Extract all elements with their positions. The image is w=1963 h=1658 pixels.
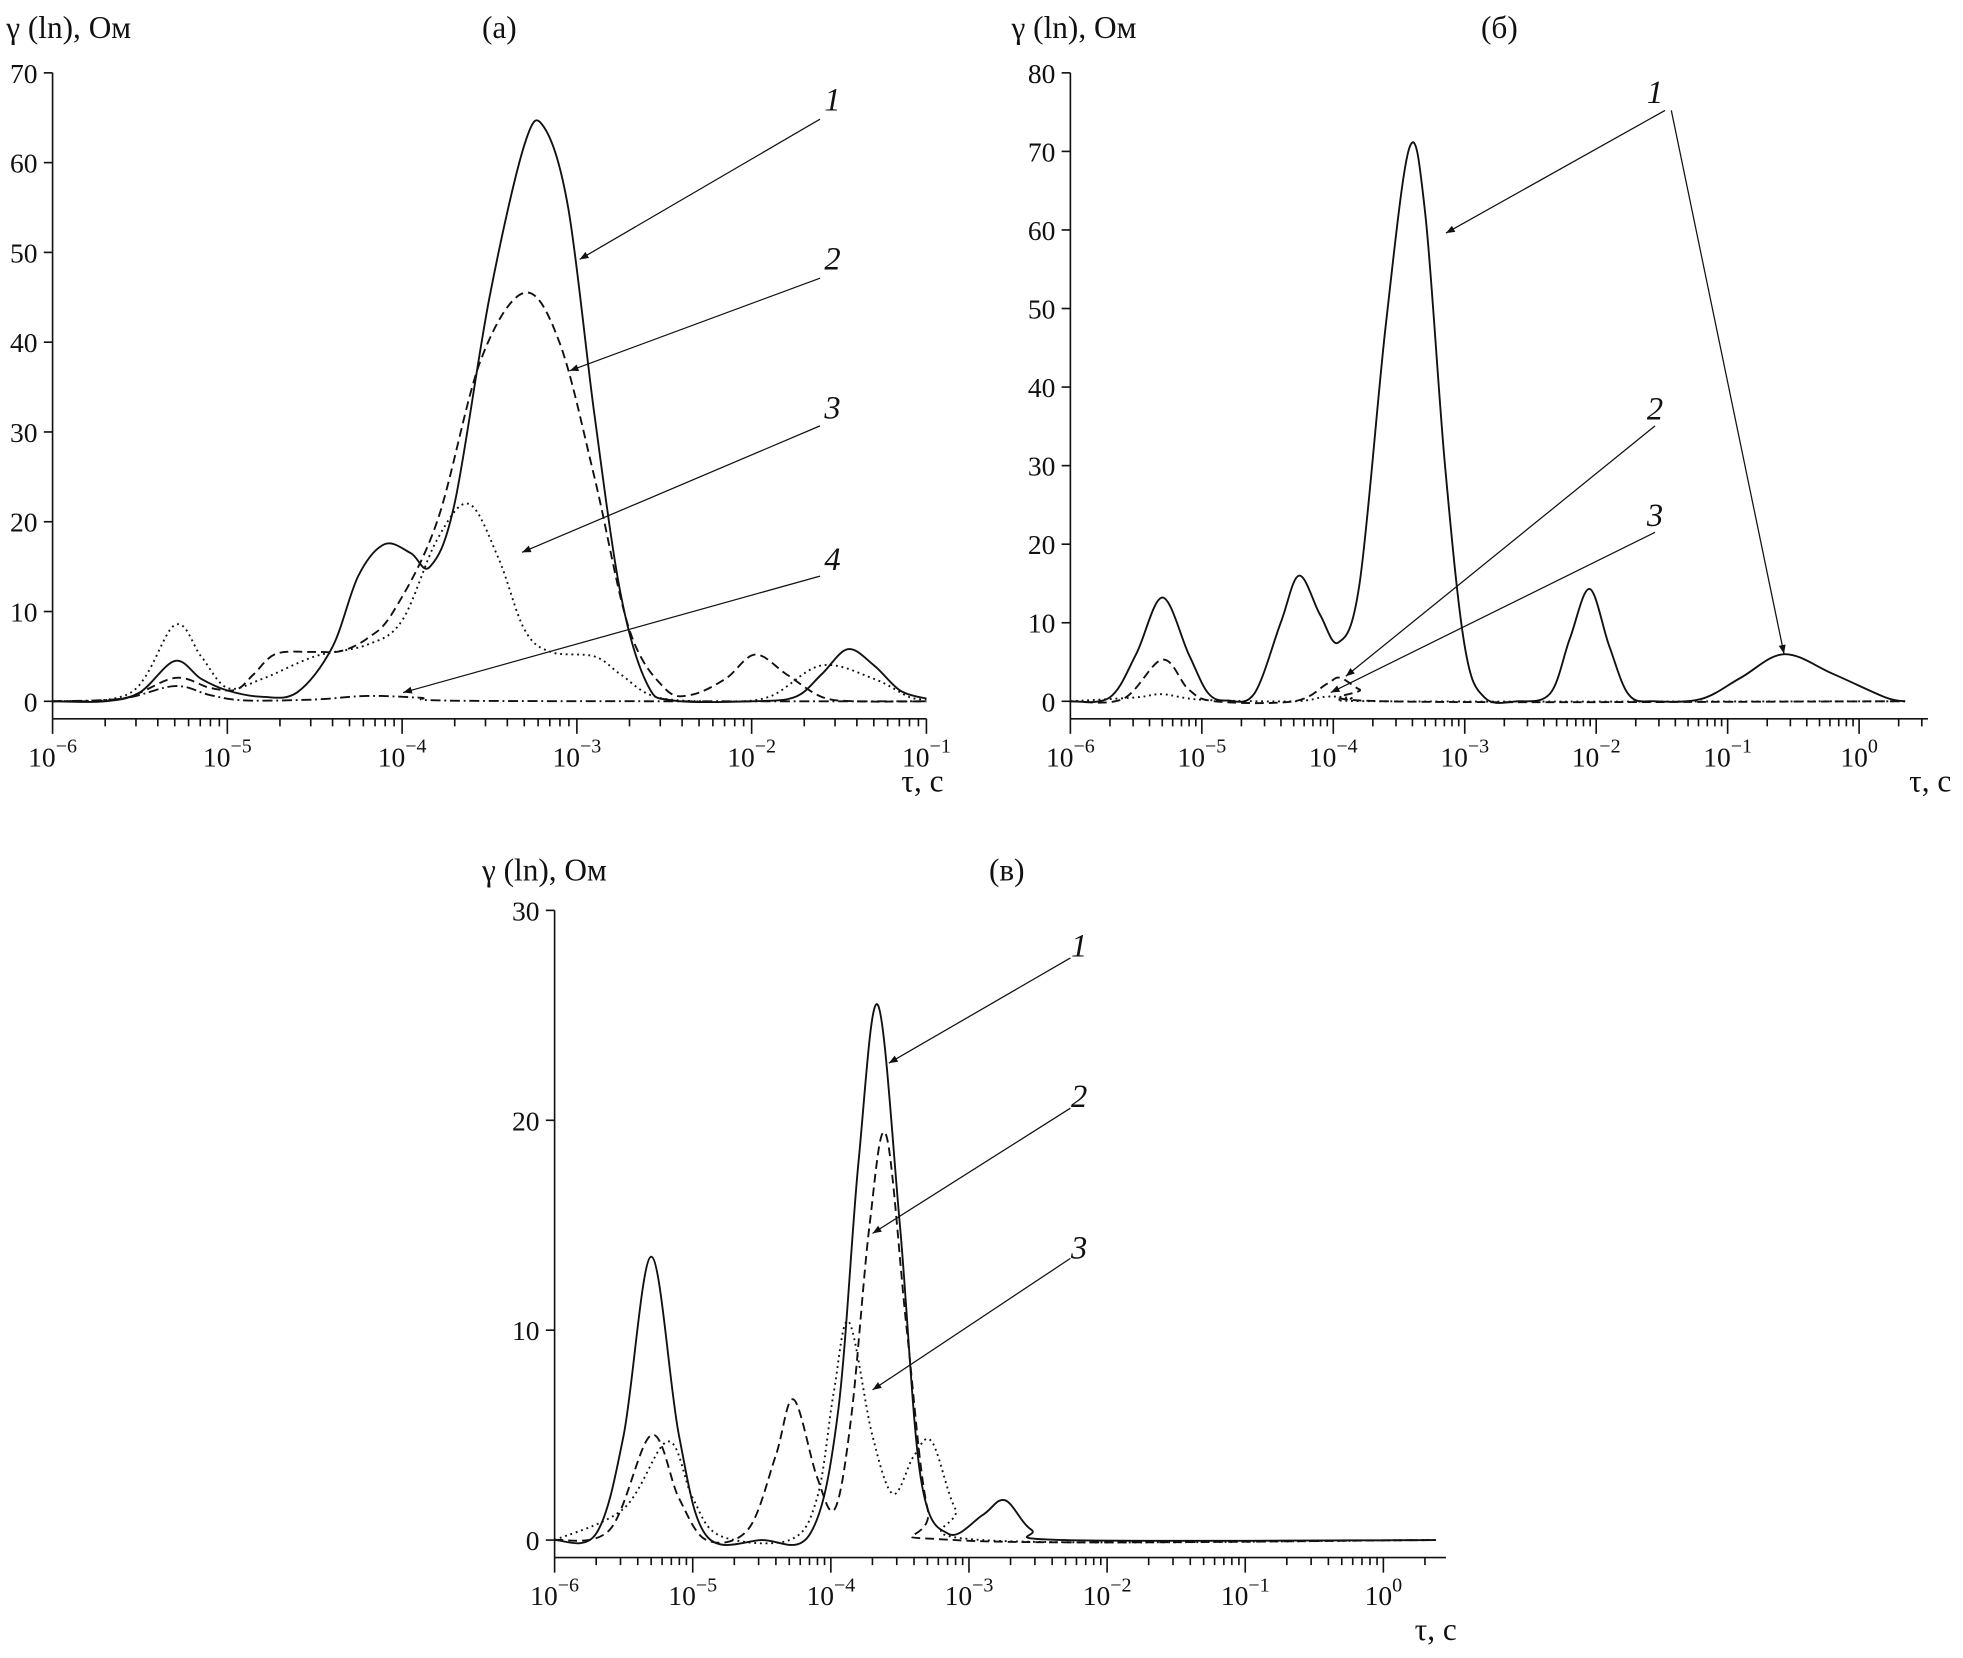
y-tick-label: 20: [1028, 529, 1056, 560]
x-tick-label: 10−5: [203, 736, 252, 773]
y-tick-label: 20: [512, 1105, 540, 1136]
panel-label: (a): [482, 10, 517, 45]
y-tick-label: 0: [1042, 686, 1056, 717]
x-tick-label: 10−4: [378, 736, 427, 773]
x-tick-label: 10−3: [945, 1574, 994, 1611]
annotation-arrow: [1445, 109, 1666, 234]
curve-number-label: 4: [824, 542, 840, 578]
panel-label: (б): [1481, 10, 1518, 45]
series-line-4: [52, 685, 927, 703]
curve-number-label: 2: [824, 241, 840, 277]
y-tick-label: 40: [10, 327, 38, 358]
series-line-2: [1070, 658, 1906, 705]
x-tick-label: 10−1: [902, 736, 951, 773]
x-tick-label: 10−4: [806, 1574, 855, 1611]
x-tick-label: 10−6: [28, 736, 77, 773]
annotation-arrow: [402, 575, 821, 694]
annotation-arrow: [1330, 531, 1656, 694]
y-axis-label: γ (ln), Ом: [481, 852, 607, 887]
y-tick-label: 50: [10, 237, 38, 268]
curve-number-label: 2: [1647, 392, 1663, 428]
y-tick-label: 70: [1028, 136, 1056, 167]
y-tick-label: 20: [10, 507, 38, 538]
y-tick-label: 50: [1028, 294, 1056, 325]
x-tick-label: 10−6: [1046, 736, 1095, 773]
curve-number-label: 1: [824, 82, 840, 118]
x-tick-label: 10−3: [552, 736, 601, 773]
y-tick-label: 10: [1028, 608, 1056, 639]
y-tick-label: 30: [1028, 451, 1056, 482]
annotation-arrow: [579, 118, 821, 260]
y-tick-label: 30: [10, 417, 38, 448]
curve-number-label: 1: [1071, 929, 1087, 965]
curve-number-label: 3: [1646, 498, 1663, 534]
series-line-3: [52, 502, 927, 703]
chart-panel-3: 0 10 20 30 10−6 10−5 10−4 10−3 10−2 10−1 100 γ (ln)…: [481, 852, 1457, 1647]
curve-number-label: 3: [1070, 1230, 1087, 1266]
y-axis-label: γ (ln), Ом: [5, 10, 131, 45]
series-line-1: [554, 1003, 1436, 1546]
x-tick-label: 10−5: [668, 1574, 717, 1611]
x-tick-label: 10−1: [1221, 1574, 1270, 1611]
curve-number-label: 3: [823, 390, 840, 426]
chart-panel-1: 0 10 20 30 40 50 60 70 10−6 10−5 10−4 10−3 10−2 10−1 γ…: [5, 10, 951, 799]
y-tick-label: 0: [24, 686, 38, 717]
curve-number-label: 1: [1647, 75, 1663, 111]
series-line-1: [1070, 141, 1906, 704]
series-line-2: [52, 291, 927, 703]
annotation-arrow: [872, 1257, 1071, 1391]
y-tick-label: 10: [512, 1315, 540, 1346]
x-axis-label: τ, с: [1909, 763, 1951, 798]
x-tick-label: 10−6: [530, 1574, 579, 1611]
annotation-arrow: [569, 277, 821, 372]
chart-panel-2: 0 10 20 30 40 50 60 70 80 10−6 10−5 10−4 10−3 10−2 10−…: [1011, 10, 1952, 799]
y-tick-label: 10: [10, 597, 38, 628]
x-tick-label: 10−4: [1309, 736, 1358, 773]
x-tick-label: 100: [1840, 736, 1878, 773]
x-tick-label: 100: [1365, 1574, 1403, 1611]
series-line-3: [554, 1320, 1436, 1545]
y-tick-label: 70: [10, 58, 38, 89]
x-tick-label: 10−3: [1440, 736, 1489, 773]
y-tick-label: 60: [1028, 215, 1056, 246]
x-tick-label: 10−5: [1177, 736, 1226, 773]
y-tick-label: 30: [512, 895, 540, 926]
x-tick-label: 10−2: [1083, 1574, 1132, 1611]
x-tick-label: 10−1: [1703, 736, 1752, 773]
x-tick-label: 10−2: [727, 736, 776, 773]
annotation-arrow: [872, 1107, 1071, 1234]
y-tick-label: 80: [1028, 58, 1056, 89]
y-axis-label: γ (ln), Ом: [1011, 10, 1137, 45]
y-tick-label: 0: [526, 1525, 540, 1556]
x-axis-label: τ, с: [901, 763, 943, 798]
y-tick-label: 40: [1028, 372, 1056, 403]
annotation-arrow: [521, 425, 821, 553]
annotation-arrow: [1670, 110, 1786, 654]
annotation-arrow: [1345, 425, 1656, 677]
panel-label: (в): [989, 852, 1025, 887]
curve-number-label: 2: [1071, 1079, 1087, 1115]
y-tick-label: 60: [10, 148, 38, 179]
x-axis-label: τ, с: [1415, 1612, 1457, 1647]
x-tick-label: 10−2: [1572, 736, 1621, 773]
annotation-arrow: [888, 957, 1071, 1064]
series-line-1: [52, 119, 927, 704]
